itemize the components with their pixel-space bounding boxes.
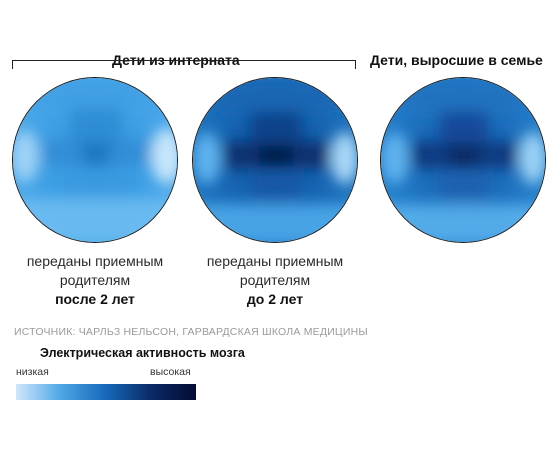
caption-line: родителям [239, 272, 311, 288]
caption-before-2-years: переданы приемным родителям до 2 лет [190, 252, 360, 309]
caption-emphasis: после 2 лет [55, 291, 135, 307]
caption-line: переданы приемным [26, 253, 164, 269]
brain-scan-after-2-years [12, 77, 178, 243]
legend-low-label: низкая [16, 366, 49, 378]
brain-scan-before-2-years [192, 77, 358, 243]
bracket-orphanage [12, 60, 356, 71]
brain-scan-image [381, 78, 545, 242]
brain-scan-image [193, 78, 357, 242]
caption-after-2-years: переданы приемным родителям после 2 лет [10, 252, 180, 309]
group-label-family: Дети, выросшие в семье [370, 52, 543, 68]
caption-line: родителям [59, 272, 131, 288]
caption-line: переданы приемным [206, 253, 344, 269]
legend-color-scale [16, 384, 196, 400]
source-note: ИСТОЧНИК: ЧАРЛЬЗ НЕЛЬСОН, ГАРВАРДСКАЯ ШК… [14, 326, 368, 338]
brain-scan-image [13, 78, 177, 242]
caption-emphasis: до 2 лет [246, 291, 304, 307]
brain-scan-family [380, 77, 546, 243]
legend-title: Электрическая активность мозга [40, 346, 245, 360]
legend-high-label: высокая [150, 366, 191, 378]
